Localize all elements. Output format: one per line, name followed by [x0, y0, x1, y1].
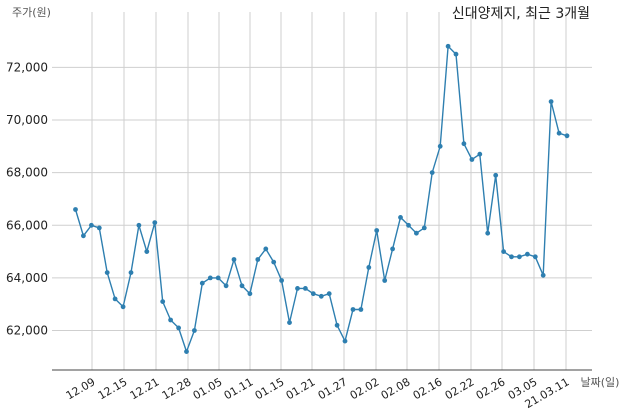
data-point — [453, 51, 459, 57]
data-point — [477, 151, 483, 157]
data-point — [199, 280, 205, 286]
data-point — [485, 230, 491, 236]
data-point — [509, 254, 514, 260]
x-tick-label: 01.21 — [284, 375, 318, 402]
data-point — [96, 225, 102, 231]
data-point — [184, 349, 189, 354]
data-point — [548, 99, 554, 104]
data-point — [136, 222, 142, 228]
data-point — [398, 215, 403, 220]
data-point — [239, 283, 245, 289]
data-point — [461, 141, 467, 147]
data-point — [287, 320, 292, 325]
data-point — [112, 296, 118, 302]
y-tick-label: 68,000 — [6, 166, 48, 180]
data-point — [564, 133, 570, 139]
data-point — [207, 275, 213, 281]
data-point — [263, 246, 269, 252]
data-point — [390, 246, 395, 252]
data-point — [310, 291, 316, 297]
data-point — [493, 172, 499, 178]
x-tick-label: 01.05 — [191, 375, 225, 402]
data-point — [406, 222, 411, 228]
data-point — [429, 170, 435, 176]
data-point — [540, 272, 546, 278]
x-tick-label: 12.28 — [160, 375, 194, 402]
x-tick-label: 01.11 — [222, 375, 256, 402]
data-point — [295, 286, 300, 291]
data-point — [279, 278, 284, 283]
data-point — [532, 254, 538, 260]
series-line — [74, 44, 568, 354]
y-tick-label: 64,000 — [6, 271, 48, 285]
data-point — [556, 130, 562, 136]
data-point — [318, 293, 324, 299]
x-tick-label: 02.22 — [443, 375, 477, 402]
x-tick-label: 12.21 — [128, 375, 162, 402]
x-tick-label: 02.16 — [411, 375, 445, 402]
data-point — [421, 225, 427, 231]
grid — [52, 12, 592, 370]
data-point — [89, 222, 94, 228]
data-point — [366, 265, 372, 270]
data-point — [128, 270, 134, 275]
data-point — [326, 291, 332, 297]
data-point — [445, 43, 451, 49]
y-tick-label: 72,000 — [6, 60, 48, 74]
data-point — [247, 291, 253, 297]
data-point — [271, 259, 277, 265]
data-point — [160, 299, 166, 304]
y-tick-label: 66,000 — [6, 218, 48, 232]
data-point — [255, 257, 261, 262]
data-point — [73, 207, 78, 212]
data-point — [120, 304, 126, 310]
data-point — [152, 220, 158, 226]
data-point — [414, 230, 419, 236]
x-tick-label: 12.09 — [64, 375, 98, 402]
data-point — [104, 270, 110, 275]
data-point — [517, 254, 522, 260]
y-tick-labels: 62,000 64,000 66,000 68,000 70,000 72,000 — [6, 60, 48, 337]
data-point — [358, 307, 364, 312]
data-point — [374, 228, 380, 233]
data-point — [81, 233, 86, 239]
y-axis-label: 주가(원) — [12, 6, 51, 19]
data-point — [168, 317, 174, 323]
data-point — [437, 143, 443, 149]
data-point — [382, 278, 388, 283]
x-tick-labels: 12.0912.1512.2112.2801.0501.1101.1501.21… — [64, 375, 572, 411]
data-point — [223, 283, 229, 289]
y-tick-label: 62,000 — [6, 324, 48, 338]
data-point — [303, 286, 308, 291]
chart-title: 신대양제지, 최근 3개월 — [452, 6, 590, 22]
x-tick-label: 01.27 — [316, 375, 350, 402]
x-tick-label: 12.15 — [96, 375, 130, 402]
data-point — [192, 328, 197, 333]
x-tick-label: 01.15 — [253, 375, 287, 402]
data-point — [334, 322, 340, 328]
data-point — [215, 275, 221, 281]
x-axis-label: 날짜(일) — [581, 375, 620, 389]
data-point — [350, 307, 356, 312]
data-point — [469, 157, 475, 162]
x-tick-label: 02.02 — [348, 375, 382, 402]
x-tick-label: 02.26 — [474, 375, 508, 402]
y-tick-label: 70,000 — [6, 113, 48, 127]
data-point — [176, 325, 182, 331]
price-series — [73, 43, 570, 354]
data-point — [144, 249, 150, 255]
data-point — [231, 257, 237, 262]
data-point — [501, 249, 506, 255]
data-point — [342, 338, 348, 344]
data-point — [525, 251, 530, 257]
x-tick-label: 02.08 — [379, 375, 413, 402]
